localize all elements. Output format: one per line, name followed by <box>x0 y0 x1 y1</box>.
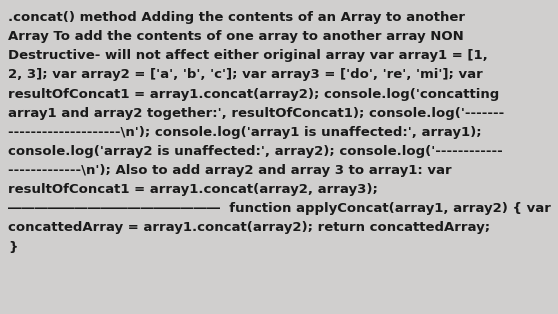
Text: --------------------\n'); console.log('array1 is unaffected:', array1);: --------------------\n'); console.log('a… <box>8 126 482 139</box>
Text: ――――――――――――――――  function applyConcat(array1, array2) { var: ―――――――――――――――― function applyConcat(ar… <box>8 202 551 215</box>
Text: concattedArray = array1.concat(array2); return concattedArray;: concattedArray = array1.concat(array2); … <box>8 221 490 235</box>
Text: Destructive- will not affect either original array var array1 = [1,: Destructive- will not affect either orig… <box>8 49 488 62</box>
Text: -------------\n'); Also to add array2 and array 3 to array1: var: -------------\n'); Also to add array2 an… <box>8 164 452 177</box>
Text: array1 and array2 together:', resultOfConcat1); console.log('-------: array1 and array2 together:', resultOfCo… <box>8 107 504 120</box>
Text: .concat() method Adding the contents of an Array to another: .concat() method Adding the contents of … <box>8 11 465 24</box>
Text: Array To add the contents of one array to another array NON: Array To add the contents of one array t… <box>8 30 464 43</box>
Text: }: } <box>8 241 18 254</box>
Text: resultOfConcat1 = array1.concat(array2, array3);: resultOfConcat1 = array1.concat(array2, … <box>8 183 378 196</box>
Text: 2, 3]; var array2 = ['a', 'b', 'c']; var array3 = ['do', 're', 'mi']; var: 2, 3]; var array2 = ['a', 'b', 'c']; var… <box>8 68 483 81</box>
Text: resultOfConcat1 = array1.concat(array2); console.log('concatting: resultOfConcat1 = array1.concat(array2);… <box>8 88 499 100</box>
Text: console.log('array2 is unaffected:', array2); console.log('------------: console.log('array2 is unaffected:', arr… <box>8 145 503 158</box>
